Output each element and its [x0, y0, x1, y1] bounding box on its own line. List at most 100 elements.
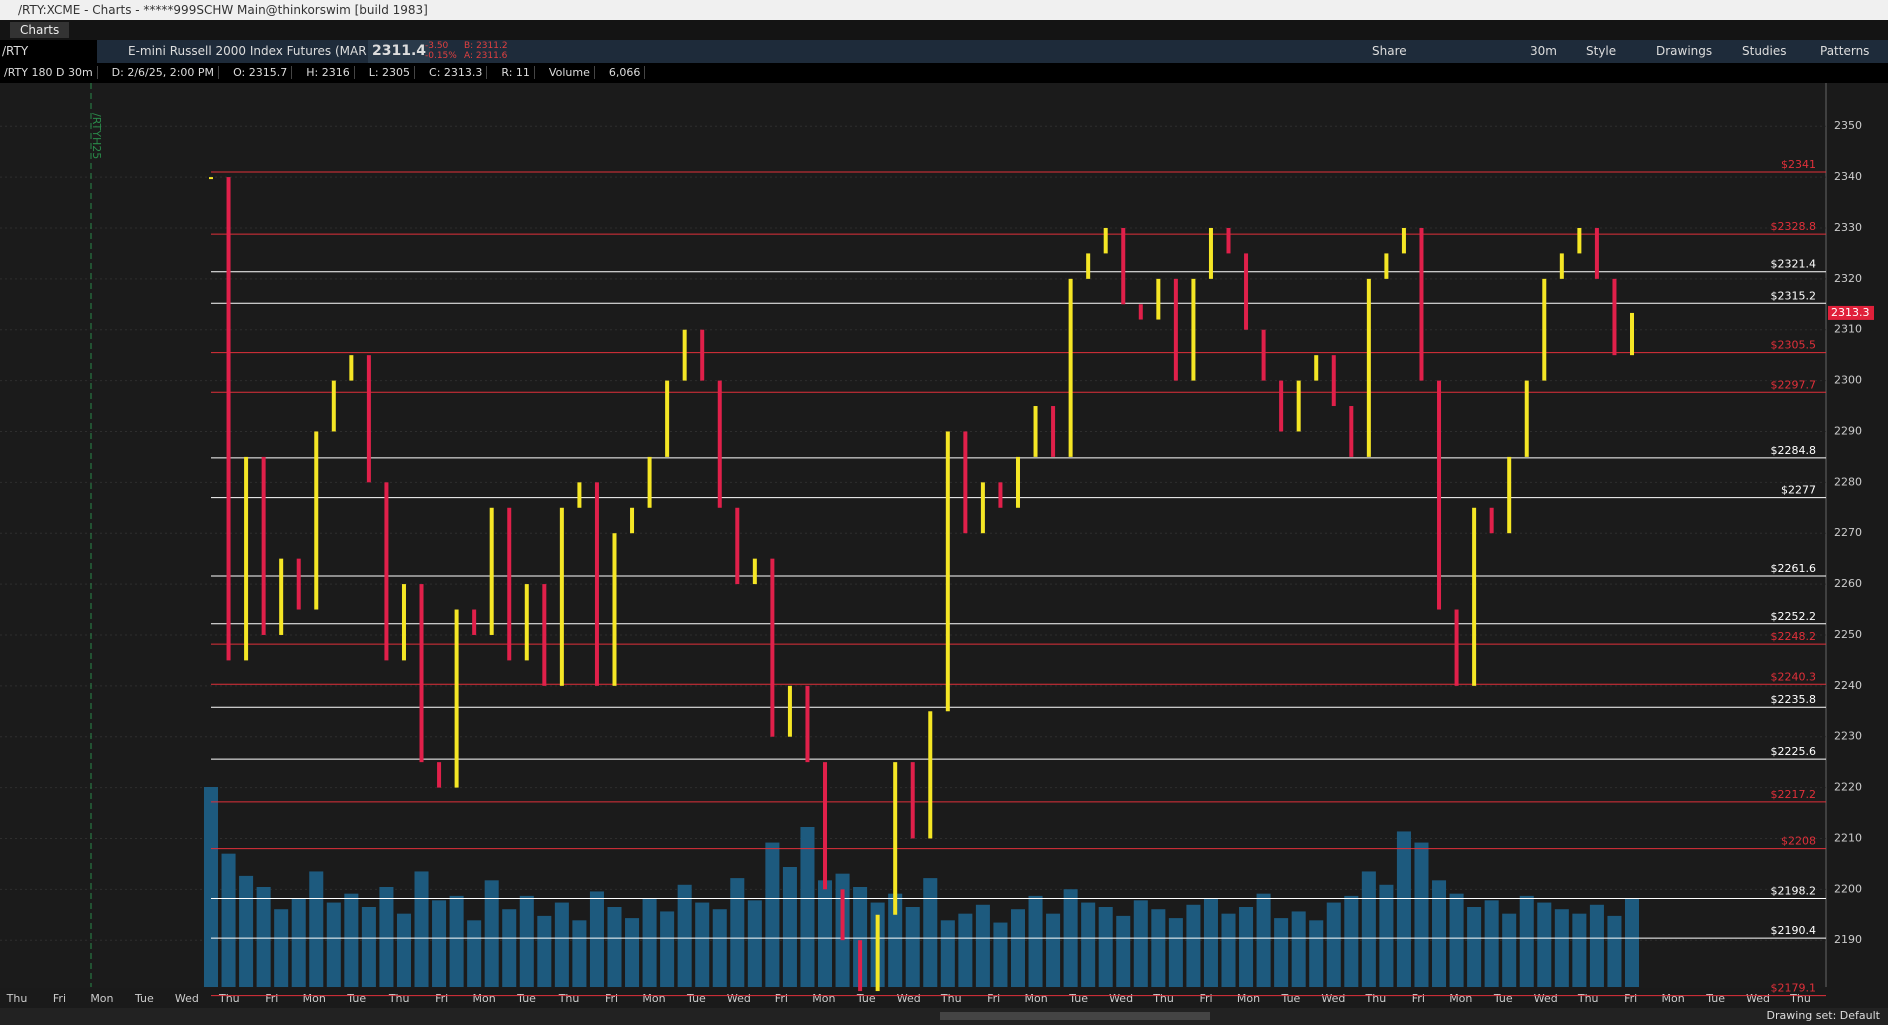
info-bar: /RTY 180 D 30m D: 2/6/25, 2:00 PM O: 2315.…	[0, 63, 1888, 83]
price-bar	[787, 685, 792, 737]
button[interactable]: Studies	[1742, 44, 1787, 58]
y-tick-label: 2250	[1834, 628, 1862, 641]
x-tick-label: Mon	[303, 992, 326, 1005]
change-pct: -0.15%	[425, 51, 457, 61]
button[interactable]: Patterns	[1820, 44, 1870, 58]
volume-bar	[1081, 902, 1096, 987]
volume-bar	[1607, 915, 1622, 987]
price-bar	[1051, 406, 1056, 457]
volume-bar	[432, 900, 447, 987]
volume-bar	[589, 891, 604, 987]
x-tick-label: Thu	[1152, 992, 1174, 1005]
x-tick-label: Tue	[1493, 992, 1513, 1005]
price-bar	[1419, 227, 1424, 381]
level-label: $2198.2	[1771, 884, 1817, 897]
price-bar	[507, 507, 512, 661]
price-bar	[875, 914, 880, 992]
volume-bar	[1432, 880, 1447, 987]
x-tick-label: Wed	[727, 992, 751, 1005]
x-tick-label: Wed	[175, 992, 199, 1005]
info-item: /RTY 180 D 30m	[0, 66, 98, 79]
volume-bar	[396, 913, 411, 987]
volume-bar	[1502, 913, 1517, 987]
volume-bar	[695, 902, 710, 987]
volume-bar	[344, 893, 359, 987]
x-tick-label: Thu	[1577, 992, 1599, 1005]
x-tick-label: Tue	[134, 992, 154, 1005]
x-tick-label: Mon	[473, 992, 496, 1005]
price-bar	[261, 456, 266, 635]
price-bar	[858, 940, 863, 992]
x-tick-label: Wed	[1746, 992, 1770, 1005]
price-bar	[1454, 609, 1459, 686]
volume-bar	[1046, 913, 1061, 987]
price-bar	[244, 456, 249, 661]
y-tick-label: 2210	[1834, 831, 1862, 844]
price-bar	[1594, 227, 1599, 279]
price-bar	[1156, 278, 1161, 320]
price-bar	[1472, 507, 1477, 686]
volume-bar	[1484, 900, 1499, 987]
price-bar	[366, 355, 371, 483]
volume-bar	[660, 911, 675, 987]
price-bar	[840, 889, 845, 941]
price-bar	[577, 482, 582, 508]
price-bar	[489, 507, 494, 635]
volume-bar	[817, 880, 833, 987]
button[interactable]: Share	[1372, 44, 1407, 58]
last-price-label: 2313.3	[1831, 306, 1870, 319]
x-tick-label: Fri	[775, 992, 788, 1005]
x-tick-label: Fri	[605, 992, 618, 1005]
y-tick-label: 2200	[1834, 882, 1862, 895]
volume-bar	[1010, 909, 1026, 987]
level-label: $2240.3	[1771, 670, 1817, 683]
x-tick-label: Thu	[218, 992, 240, 1005]
level-label: $2297.7	[1771, 378, 1817, 391]
price-bar	[1121, 227, 1126, 305]
price-bar	[559, 507, 564, 686]
button[interactable]: 30m	[1530, 44, 1557, 58]
price-bar	[1226, 227, 1231, 254]
x-tick-label: Mon	[812, 992, 835, 1005]
price-bar	[1630, 312, 1634, 356]
volume-bar	[1379, 884, 1394, 987]
x-tick-label: Fri	[265, 992, 278, 1005]
x-tick-label: Thu	[1365, 992, 1387, 1005]
price-bar	[665, 380, 670, 457]
price-bar	[1296, 380, 1301, 432]
price-bar	[472, 609, 477, 635]
price-bar	[1244, 253, 1249, 330]
symbol[interactable]: /RTY	[0, 40, 97, 63]
volume-bar	[256, 887, 271, 987]
volume-bar	[1467, 907, 1482, 987]
price-bar	[1507, 456, 1512, 534]
volume-bar	[1203, 898, 1218, 987]
button[interactable]: Style	[1586, 44, 1617, 58]
x-tick-label: Tue	[1705, 992, 1725, 1005]
price-bar	[1437, 380, 1442, 610]
x-tick-label: Thu	[6, 992, 28, 1005]
volume-bar	[677, 884, 692, 987]
volume-bar	[1519, 895, 1534, 987]
price-bar	[1559, 253, 1564, 279]
price-bar	[542, 584, 547, 686]
volume-bar	[361, 907, 376, 987]
volume-bar	[1326, 902, 1341, 987]
volume-bar	[239, 875, 254, 987]
y-tick-label: 2320	[1834, 272, 1862, 285]
price-bar	[1524, 380, 1529, 457]
tab[interactable]: Charts	[10, 22, 70, 38]
button[interactable]: Drawings	[1656, 44, 1713, 58]
volume-bar	[519, 895, 534, 987]
price-bar	[963, 431, 968, 534]
volume-bar	[379, 887, 394, 987]
x-tick-label: Tue	[1281, 992, 1301, 1005]
info-item: H: 2316	[302, 66, 355, 79]
volume-bar	[1414, 842, 1429, 987]
price-bar	[752, 558, 757, 585]
scrollbar[interactable]	[940, 1012, 1210, 1020]
x-tick-label: Mon	[642, 992, 665, 1005]
status-bar: Drawing set: Default	[0, 1008, 1888, 1025]
volume-bar	[554, 902, 569, 987]
volume-bar	[1168, 918, 1183, 987]
